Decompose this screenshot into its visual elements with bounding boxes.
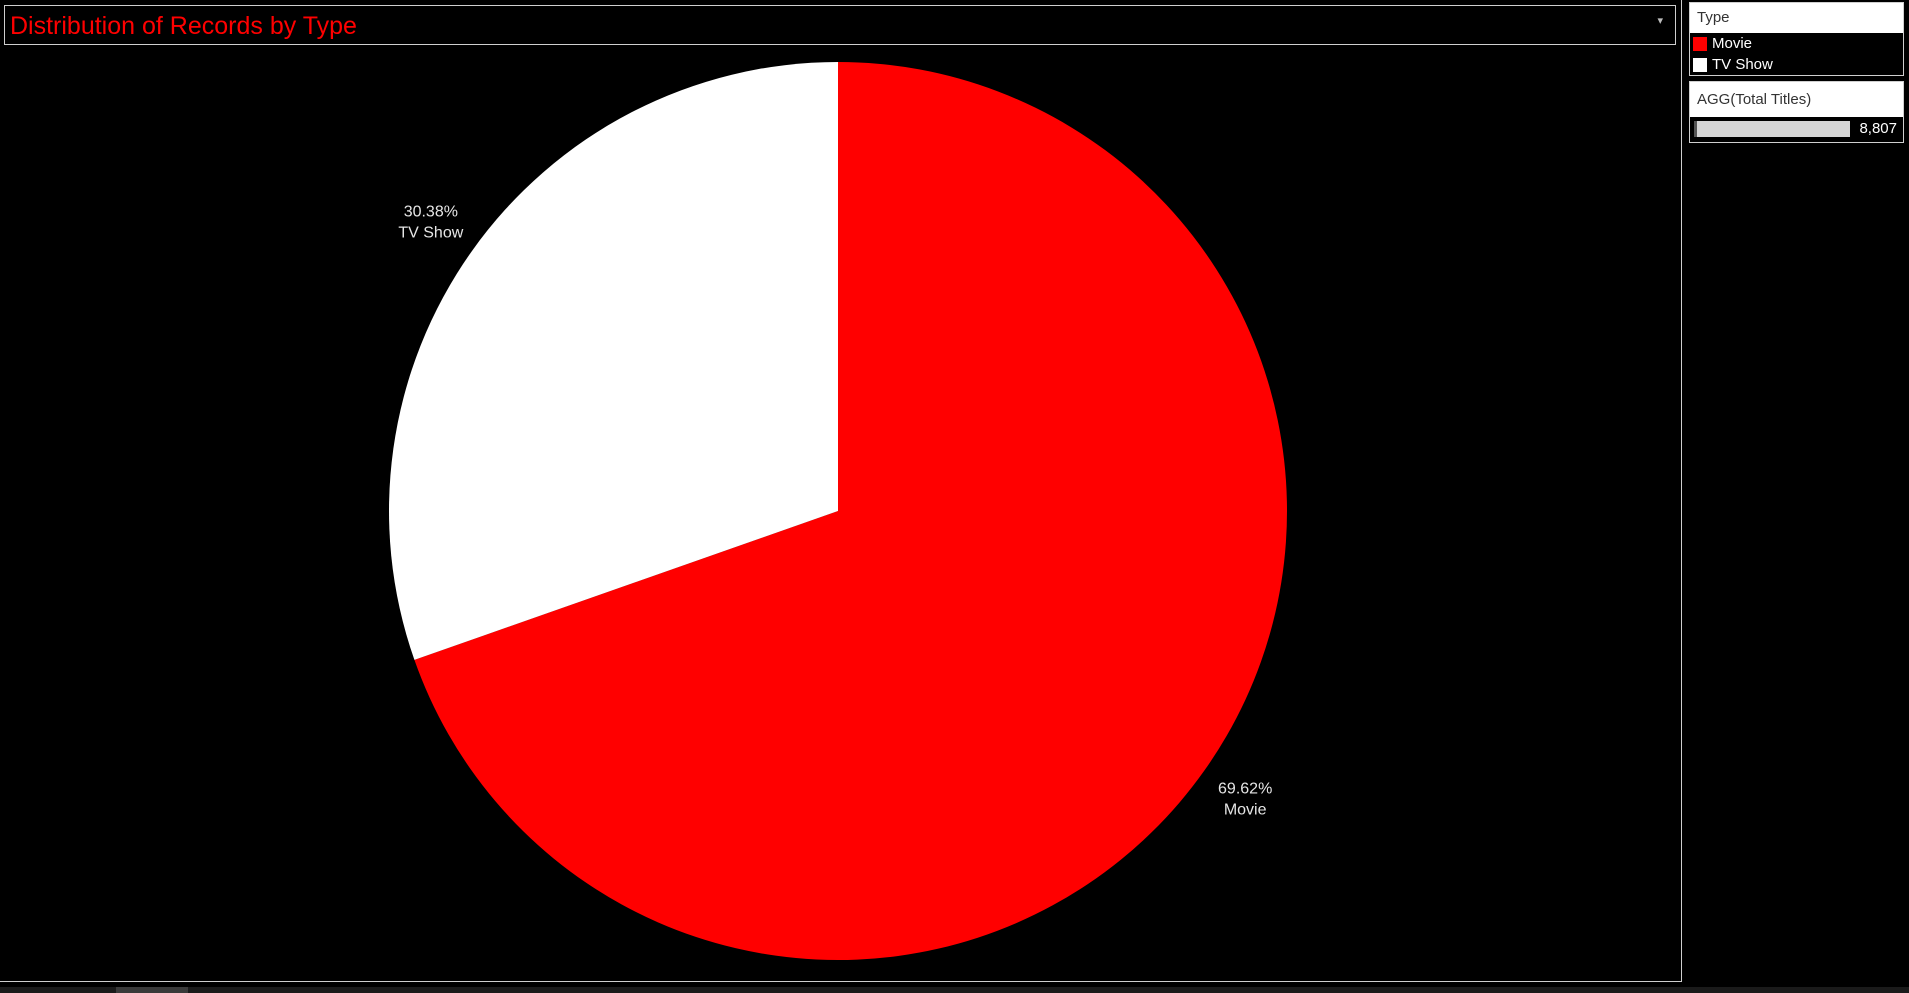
pie-category-label: Movie	[1224, 801, 1267, 818]
legend-swatch-movie	[1693, 36, 1707, 51]
legend-item-label: TV Show	[1712, 56, 1773, 73]
pie-percent-label: 30.38%	[404, 204, 458, 221]
pie-chart: 69.62% Movie 30.38% TV Show	[388, 62, 1287, 960]
legend-heading: Type	[1690, 3, 1903, 33]
legend-item-movie[interactable]: Movie	[1690, 33, 1903, 54]
pie-category-label: TV Show	[398, 225, 463, 242]
agg-total-titles-card: AGG(Total Titles) 8,807	[1689, 81, 1904, 143]
agg-value: 8,807	[1859, 120, 1897, 137]
agg-heading: AGG(Total Titles)	[1690, 82, 1903, 117]
chart-title: Distribution of Records by Type	[10, 12, 357, 40]
title-bar: Distribution of Records by Type ▾	[4, 5, 1676, 45]
chart-view	[0, 0, 1682, 982]
legend-item-label: Movie	[1712, 35, 1753, 52]
bottom-strip	[0, 987, 1909, 993]
agg-size-bar[interactable]	[1694, 121, 1850, 137]
legend-item-tv-show[interactable]: TV Show	[1690, 54, 1903, 75]
bottom-tab[interactable]	[116, 987, 188, 993]
pie-slice-tv-show[interactable]	[388, 62, 838, 660]
type-legend: Type Movie TV Show	[1689, 2, 1904, 76]
pie-percent-label: 69.62%	[1218, 780, 1272, 797]
legend-swatch-tv-show	[1693, 57, 1707, 72]
chevron-down-icon[interactable]: ▾	[1657, 15, 1663, 27]
pie-slice-movie[interactable]	[414, 62, 1287, 960]
agg-row: 8,807	[1690, 117, 1903, 141]
